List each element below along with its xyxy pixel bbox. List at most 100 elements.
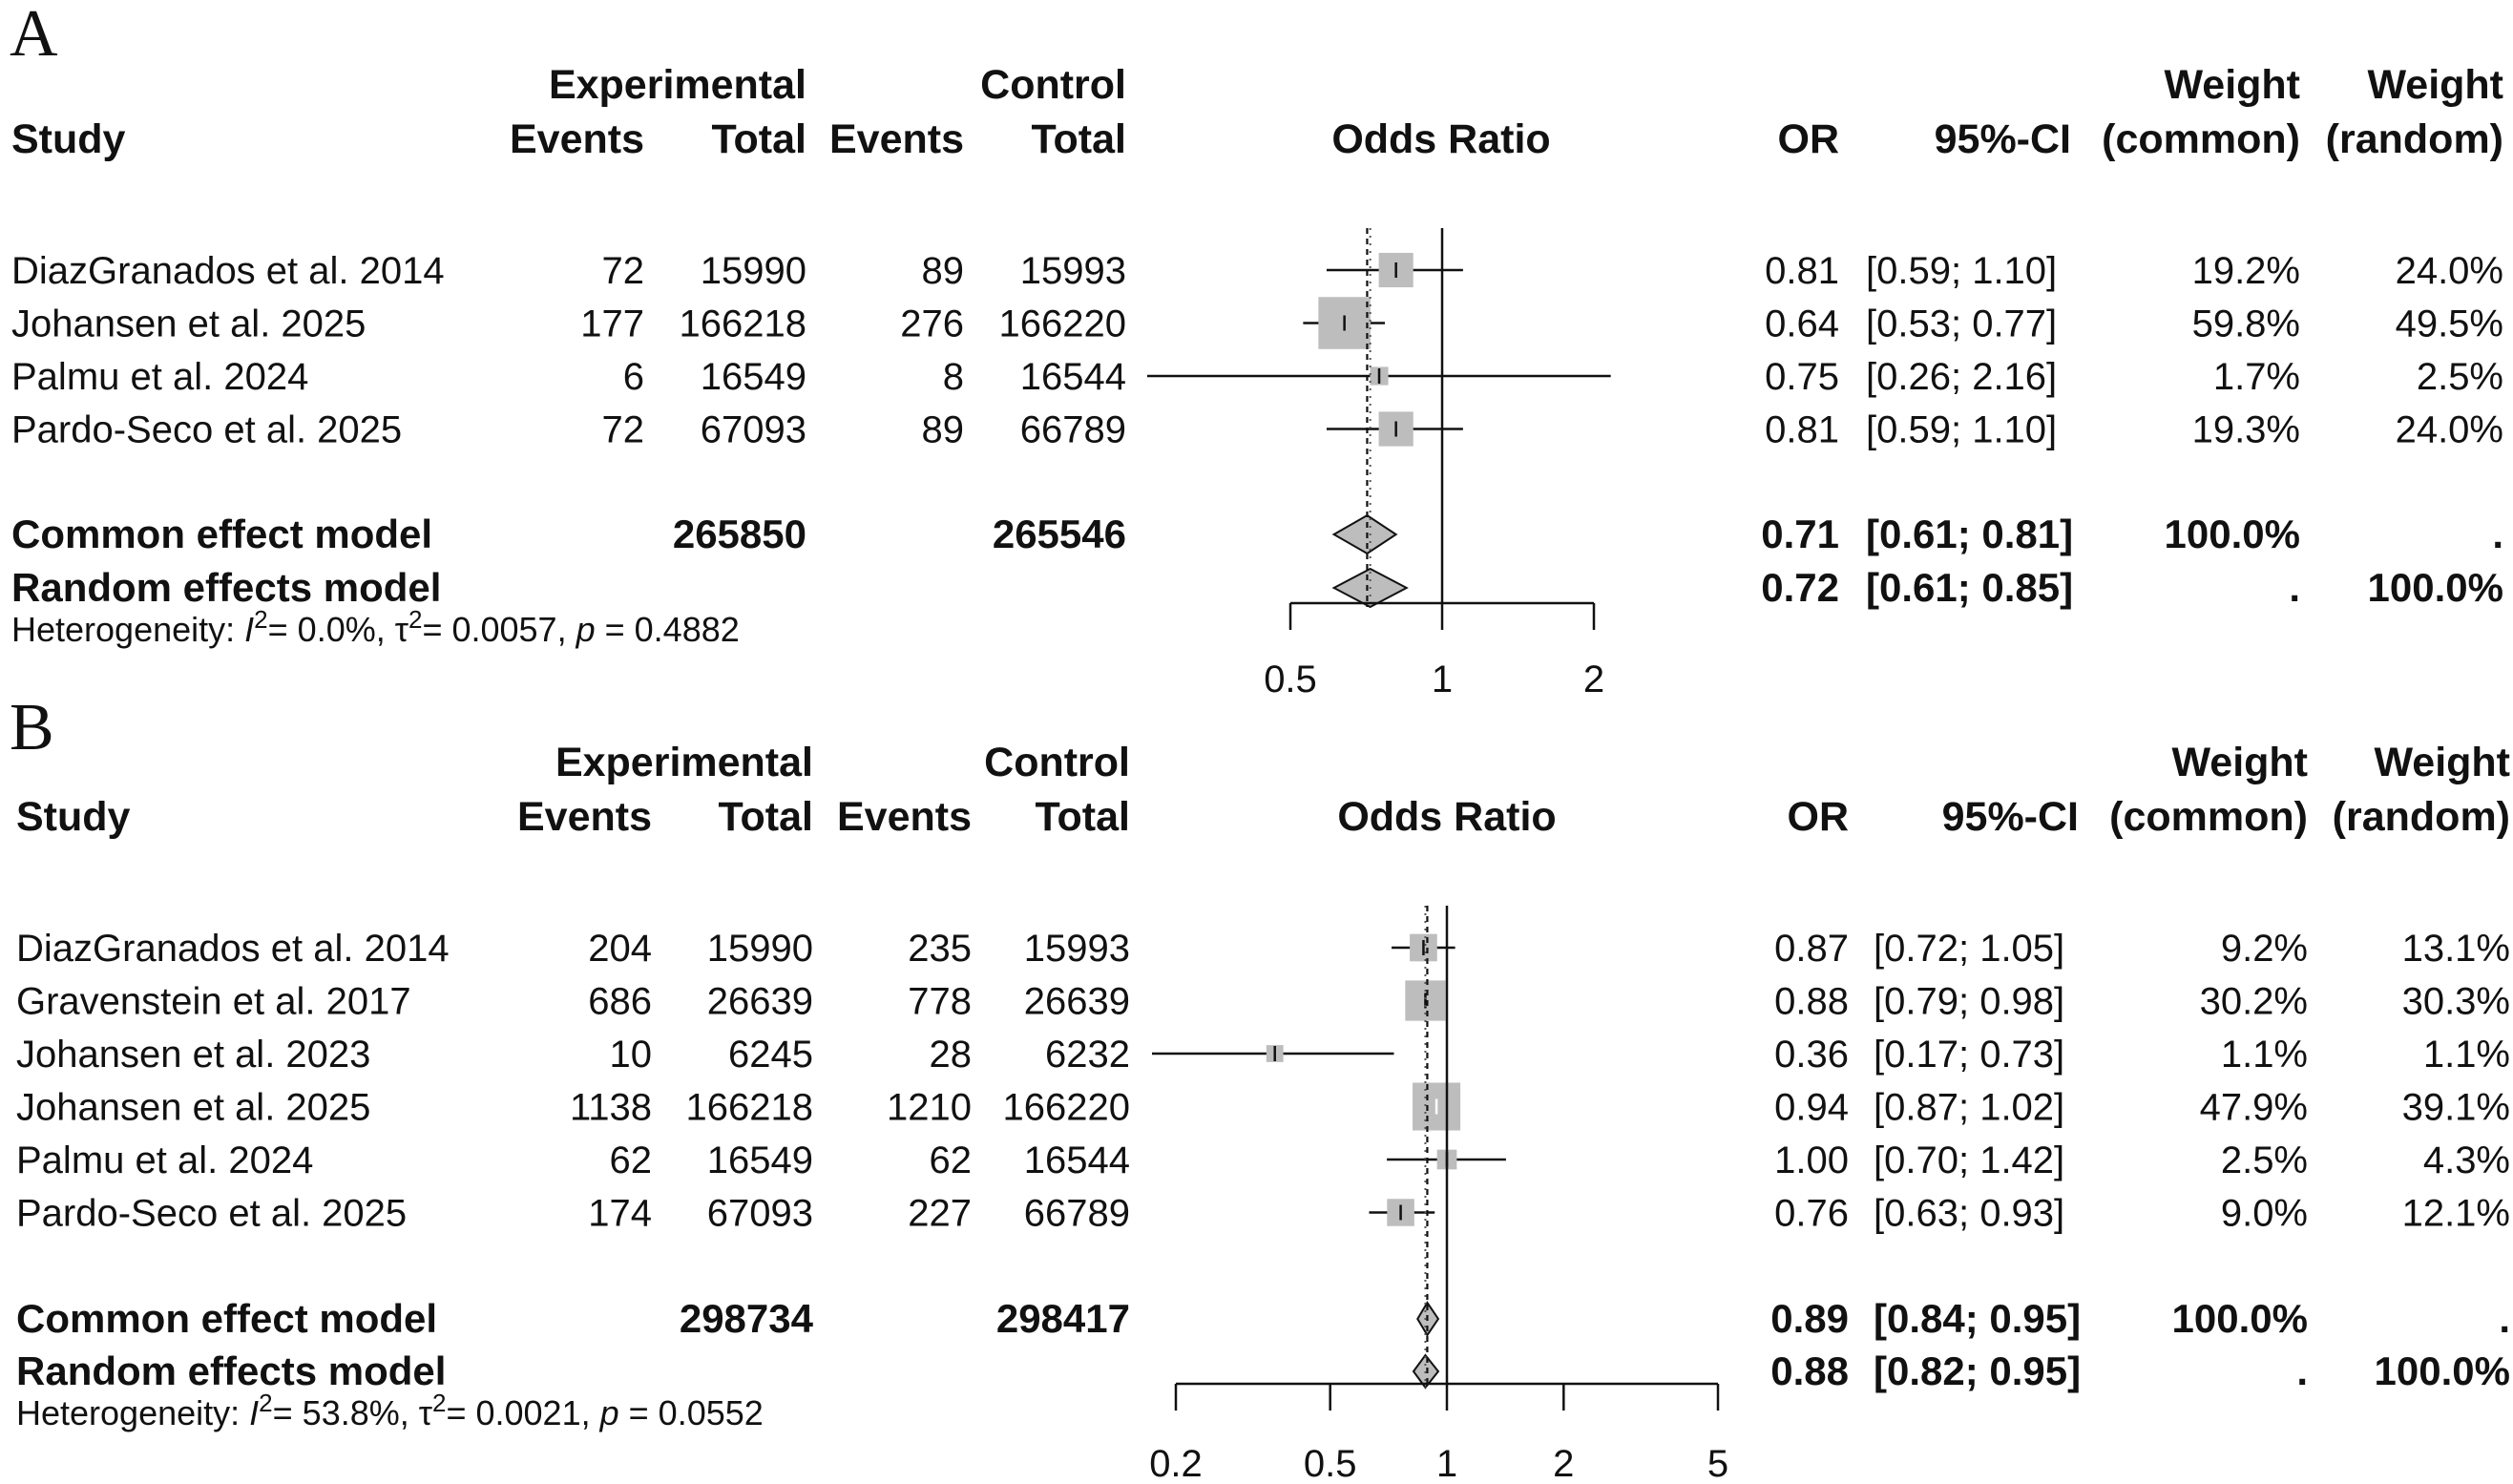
ci-header: 95%-CI xyxy=(1935,116,2071,162)
ctrl-total-cell: 15993 xyxy=(1024,928,1130,970)
x-axis-tick-label: 1 xyxy=(1436,1443,1457,1484)
common-header: (common) xyxy=(2102,116,2300,162)
ci-cell: [0.63; 0.93] xyxy=(1874,1193,2064,1235)
exp-events-cell: 686 xyxy=(588,981,652,1023)
exp-total-cell: 15990 xyxy=(707,928,813,970)
model-weight-common: 100.0% xyxy=(2172,1296,2308,1341)
exp-events-cell: 72 xyxy=(602,409,645,451)
exp-events-header: Events xyxy=(510,116,644,162)
ctrl-events-cell: 28 xyxy=(930,1034,973,1076)
weight-common-cell: 1.1% xyxy=(2221,1034,2308,1076)
study-name: DiazGranados et al. 2014 xyxy=(16,928,450,970)
symbol: I xyxy=(249,1393,259,1432)
exp-total-cell: 67093 xyxy=(701,409,806,451)
weight-common-header: Weight xyxy=(2164,62,2300,108)
panel-b-letter: B xyxy=(10,691,54,764)
exp-total-cell: 16549 xyxy=(707,1139,813,1181)
ctrl-events-header: Events xyxy=(837,794,972,840)
model-weight-random: 100.0% xyxy=(2375,1348,2510,1393)
model-ci: [0.61; 0.85] xyxy=(1866,565,2073,610)
ctrl-total-header: Total xyxy=(1031,116,1126,162)
ctrl-events-cell: 778 xyxy=(908,981,972,1023)
exp-events-cell: 10 xyxy=(610,1034,653,1076)
exp-events-cell: 1138 xyxy=(570,1087,652,1129)
weight-common-cell: 19.3% xyxy=(2192,409,2300,451)
study-name: Pardo-Seco et al. 2025 xyxy=(16,1193,407,1235)
heterogeneity-value: = 0.0%, xyxy=(268,610,395,649)
ctrl-total-cell: 26639 xyxy=(1024,981,1130,1023)
ctrl-events-cell: 276 xyxy=(900,303,964,345)
weight-random-cell: 2.5% xyxy=(2417,356,2503,398)
ctrl-events-header: Events xyxy=(829,116,964,162)
symbol: τ xyxy=(395,610,408,649)
heterogeneity-text: Heterogeneity: I2= 0.0%, τ2= 0.0057, p =… xyxy=(11,605,740,649)
or-cell: 0.81 xyxy=(1765,409,1839,451)
ctrl-events-cell: 62 xyxy=(930,1139,973,1181)
or-cell: 0.88 xyxy=(1774,981,1849,1023)
model-exp-total: 298734 xyxy=(680,1296,814,1341)
heterogeneity-value: Heterogeneity: xyxy=(11,610,244,649)
exp-events-cell: 174 xyxy=(588,1193,652,1235)
model-ci: [0.61; 0.81] xyxy=(1866,512,2073,556)
weight-common-cell: 9.0% xyxy=(2221,1193,2308,1235)
weight-common-cell: 19.2% xyxy=(2192,250,2300,292)
study-header: Study xyxy=(16,794,131,840)
ci-cell: [0.59; 1.10] xyxy=(1866,250,2057,292)
weight-common-header: Weight xyxy=(2171,740,2308,785)
weight-common-cell: 9.2% xyxy=(2221,928,2308,970)
experimental-header: Experimental xyxy=(549,62,806,108)
heterogeneity-value: = 53.8%, xyxy=(273,1393,419,1432)
heterogeneity-value: Heterogeneity: xyxy=(16,1393,249,1432)
exp-total-cell: 15990 xyxy=(701,250,806,292)
model-weight-random: 100.0% xyxy=(2368,565,2503,610)
ctrl-total-cell: 66789 xyxy=(1024,1193,1130,1235)
ctrl-total-cell: 16544 xyxy=(1024,1139,1130,1181)
study-name: Johansen et al. 2025 xyxy=(16,1087,370,1129)
ci-cell: [0.26; 2.16] xyxy=(1866,356,2057,398)
model-weight-common: . xyxy=(2296,1348,2308,1393)
weight-random-cell: 49.5% xyxy=(2396,303,2503,345)
ctrl-total-cell: 166220 xyxy=(999,303,1126,345)
model-or: 0.89 xyxy=(1770,1296,1849,1341)
ctrl-total-cell: 16544 xyxy=(1020,356,1126,398)
model-or: 0.71 xyxy=(1761,512,1839,556)
model-or: 0.72 xyxy=(1761,565,1839,610)
model-name: Random effects model xyxy=(16,1348,446,1393)
exp-events-cell: 62 xyxy=(610,1139,653,1181)
exp-events-cell: 6 xyxy=(623,356,644,398)
superscript: 2 xyxy=(408,605,422,634)
control-header: Control xyxy=(984,740,1130,785)
ci-cell: [0.72; 1.05] xyxy=(1874,928,2064,970)
ctrl-events-cell: 1210 xyxy=(887,1087,972,1129)
or-cell: 0.75 xyxy=(1765,356,1839,398)
weight-random-header: Weight xyxy=(2367,62,2503,108)
ci-cell: [0.17; 0.73] xyxy=(1874,1034,2064,1076)
exp-total-header: Total xyxy=(718,794,813,840)
study-name: DiazGranados et al. 2014 xyxy=(11,250,445,292)
ci-cell: [0.53; 0.77] xyxy=(1866,303,2057,345)
exp-total-cell: 16549 xyxy=(701,356,806,398)
or-cell: 0.81 xyxy=(1765,250,1839,292)
experimental-header: Experimental xyxy=(555,740,813,785)
ctrl-events-cell: 227 xyxy=(908,1193,972,1235)
model-name: Common effect model xyxy=(11,512,432,556)
heterogeneity-value: = 0.4882 xyxy=(605,610,740,649)
or-cell: 0.64 xyxy=(1765,303,1839,345)
common-effect-diamond xyxy=(1331,513,1398,555)
x-axis-tick-label: 5 xyxy=(1707,1443,1728,1484)
panel-a-letter: A xyxy=(10,0,58,71)
model-name: Common effect model xyxy=(16,1296,437,1341)
weight-random-header: Weight xyxy=(2374,740,2510,785)
symbol xyxy=(619,1393,629,1432)
exp-total-cell: 6245 xyxy=(728,1034,813,1076)
symbol: p xyxy=(576,610,596,649)
weight-random-cell: 13.1% xyxy=(2402,928,2510,970)
weight-random-cell: 1.1% xyxy=(2423,1034,2510,1076)
exp-total-cell: 166218 xyxy=(686,1087,813,1129)
model-weight-common: 100.0% xyxy=(2165,512,2300,556)
ci-header: 95%-CI xyxy=(1942,794,2079,840)
exp-events-cell: 204 xyxy=(588,928,652,970)
symbol: I xyxy=(244,610,254,649)
odds-ratio-header: Odds Ratio xyxy=(1331,116,1550,162)
